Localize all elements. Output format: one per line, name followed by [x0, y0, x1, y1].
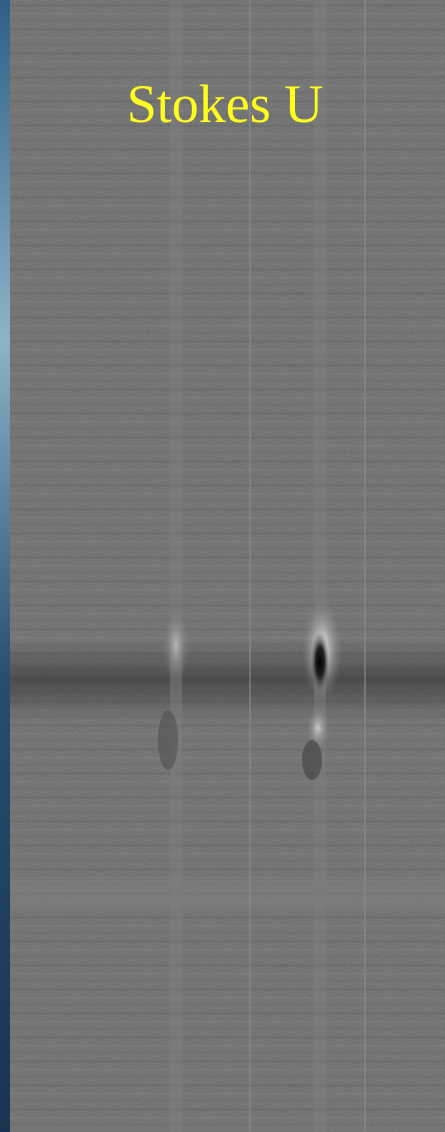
noise — [10, 0, 445, 1132]
spectral-line — [314, 0, 326, 1132]
signal-feature — [311, 632, 329, 692]
image-label: Stokes U — [127, 74, 324, 134]
signal-feature — [162, 605, 190, 685]
light-band — [10, 880, 445, 910]
signal-feature — [158, 710, 178, 770]
page: {"title": "Stokes U"} — [0, 0, 445, 1132]
spectral-line — [170, 0, 182, 1132]
stokes-image: Stokes U — [0, 0, 445, 1132]
signal-feature — [302, 740, 322, 780]
dark-band — [10, 640, 445, 720]
